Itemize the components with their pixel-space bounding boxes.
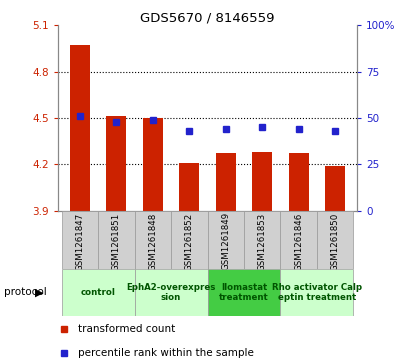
Bar bbox=[143, 118, 163, 211]
Bar bbox=[208, 269, 281, 316]
Text: GSM1261848: GSM1261848 bbox=[148, 212, 157, 270]
Bar bbox=[62, 211, 98, 269]
Bar bbox=[171, 211, 208, 269]
Bar bbox=[98, 211, 134, 269]
Bar bbox=[134, 269, 208, 316]
Text: GSM1261852: GSM1261852 bbox=[185, 212, 194, 270]
Text: GSM1261851: GSM1261851 bbox=[112, 212, 121, 270]
Text: GSM1261849: GSM1261849 bbox=[221, 212, 230, 270]
Text: GSM1261847: GSM1261847 bbox=[76, 212, 85, 270]
Bar bbox=[106, 117, 127, 211]
Text: protocol: protocol bbox=[4, 287, 47, 297]
Bar bbox=[216, 154, 236, 211]
Bar bbox=[208, 211, 244, 269]
Bar bbox=[252, 152, 272, 211]
Bar bbox=[179, 163, 199, 211]
Bar bbox=[281, 211, 317, 269]
Text: EphA2-overexpres
sion: EphA2-overexpres sion bbox=[127, 282, 216, 302]
Title: GDS5670 / 8146559: GDS5670 / 8146559 bbox=[140, 11, 275, 24]
Bar bbox=[325, 166, 345, 211]
Bar bbox=[244, 211, 281, 269]
Bar bbox=[62, 269, 134, 316]
Text: ▶: ▶ bbox=[35, 287, 44, 297]
Bar bbox=[70, 45, 90, 211]
Text: transformed count: transformed count bbox=[78, 324, 175, 334]
Text: GSM1261846: GSM1261846 bbox=[294, 212, 303, 270]
Bar bbox=[317, 211, 353, 269]
Text: percentile rank within the sample: percentile rank within the sample bbox=[78, 348, 254, 358]
Text: control: control bbox=[81, 288, 116, 297]
Bar bbox=[288, 154, 309, 211]
Text: Ilomastat
treatment: Ilomastat treatment bbox=[219, 282, 269, 302]
Bar bbox=[134, 211, 171, 269]
Text: GSM1261853: GSM1261853 bbox=[258, 212, 267, 270]
Bar bbox=[281, 269, 353, 316]
Text: GSM1261850: GSM1261850 bbox=[330, 212, 339, 270]
Text: Rho activator Calp
eptin treatment: Rho activator Calp eptin treatment bbox=[272, 282, 362, 302]
